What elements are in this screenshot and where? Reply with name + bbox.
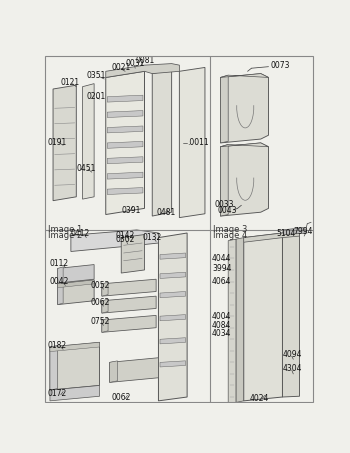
- Polygon shape: [107, 188, 143, 194]
- Polygon shape: [282, 231, 300, 397]
- Polygon shape: [236, 238, 244, 402]
- Polygon shape: [107, 126, 143, 133]
- Polygon shape: [50, 346, 58, 390]
- Text: 0033: 0033: [214, 200, 234, 209]
- Polygon shape: [107, 95, 143, 102]
- Polygon shape: [282, 227, 307, 235]
- Polygon shape: [102, 279, 156, 296]
- Text: 0031: 0031: [125, 59, 145, 68]
- Text: 0142: 0142: [116, 231, 135, 240]
- Text: 0351: 0351: [86, 72, 106, 81]
- Polygon shape: [58, 265, 94, 283]
- Polygon shape: [160, 361, 186, 367]
- Polygon shape: [179, 67, 205, 217]
- Text: 0302: 0302: [116, 236, 135, 245]
- Polygon shape: [220, 73, 268, 143]
- Polygon shape: [159, 233, 187, 401]
- Text: 4064: 4064: [212, 277, 231, 286]
- Text: 0132: 0132: [143, 233, 162, 242]
- Text: 0172: 0172: [48, 389, 67, 398]
- Text: 0391: 0391: [121, 206, 141, 215]
- Text: 0121: 0121: [61, 77, 80, 87]
- Text: 0412: 0412: [71, 228, 90, 237]
- Polygon shape: [102, 315, 156, 333]
- Polygon shape: [152, 70, 172, 216]
- Polygon shape: [220, 143, 268, 147]
- Text: 4094: 4094: [282, 350, 302, 359]
- Polygon shape: [160, 272, 186, 279]
- Text: 7994: 7994: [293, 227, 313, 236]
- Text: 0182: 0182: [48, 341, 67, 350]
- Text: Image 1: Image 1: [48, 225, 82, 234]
- Polygon shape: [107, 172, 143, 179]
- Text: 0042: 0042: [50, 277, 69, 286]
- Text: 4034: 4034: [212, 328, 231, 337]
- Polygon shape: [107, 141, 143, 148]
- Polygon shape: [244, 233, 282, 401]
- Text: 4044: 4044: [212, 254, 231, 263]
- Text: 4004: 4004: [212, 312, 231, 321]
- Text: 0451: 0451: [76, 164, 96, 173]
- Polygon shape: [102, 282, 108, 296]
- Text: 0752: 0752: [90, 317, 110, 326]
- Polygon shape: [107, 157, 143, 164]
- Polygon shape: [220, 143, 268, 216]
- Text: 0062: 0062: [112, 392, 131, 401]
- Text: 0043: 0043: [217, 206, 237, 215]
- Polygon shape: [58, 280, 94, 304]
- Polygon shape: [110, 358, 159, 382]
- Text: 4084: 4084: [212, 321, 231, 330]
- Polygon shape: [71, 230, 159, 251]
- Polygon shape: [50, 342, 99, 352]
- Polygon shape: [102, 299, 108, 313]
- Text: 4304: 4304: [282, 364, 302, 373]
- Polygon shape: [58, 282, 63, 304]
- Text: .0011: .0011: [187, 139, 209, 147]
- Text: 0073: 0073: [270, 62, 289, 70]
- Text: Image 3: Image 3: [213, 225, 247, 234]
- Text: 0191: 0191: [48, 139, 67, 147]
- Polygon shape: [106, 63, 179, 77]
- Polygon shape: [160, 315, 186, 321]
- Polygon shape: [58, 280, 94, 288]
- Text: 0052: 0052: [90, 281, 110, 290]
- Polygon shape: [160, 253, 186, 259]
- Text: 0112: 0112: [50, 259, 69, 268]
- Polygon shape: [102, 318, 108, 333]
- Polygon shape: [160, 338, 186, 344]
- Polygon shape: [53, 85, 76, 201]
- Text: 4024: 4024: [249, 394, 268, 403]
- Text: 5104: 5104: [276, 228, 296, 237]
- Polygon shape: [110, 361, 117, 382]
- Polygon shape: [220, 145, 228, 216]
- Text: 0062: 0062: [90, 298, 110, 307]
- Text: Image 2: Image 2: [48, 231, 82, 241]
- Polygon shape: [102, 296, 156, 313]
- Text: Image 4: Image 4: [213, 231, 247, 241]
- Text: 3994: 3994: [212, 264, 231, 273]
- Polygon shape: [160, 292, 186, 298]
- Polygon shape: [50, 342, 99, 390]
- Polygon shape: [228, 239, 236, 404]
- Polygon shape: [220, 75, 228, 143]
- Polygon shape: [83, 84, 94, 199]
- Polygon shape: [106, 71, 145, 215]
- Text: 0021: 0021: [112, 63, 131, 72]
- Polygon shape: [107, 111, 143, 117]
- Text: 0201: 0201: [86, 92, 106, 101]
- Polygon shape: [244, 231, 300, 242]
- Polygon shape: [50, 386, 99, 401]
- Text: 0081: 0081: [135, 56, 154, 65]
- Text: 0481: 0481: [156, 208, 175, 217]
- Polygon shape: [121, 235, 145, 273]
- Polygon shape: [58, 267, 63, 283]
- Polygon shape: [220, 73, 268, 77]
